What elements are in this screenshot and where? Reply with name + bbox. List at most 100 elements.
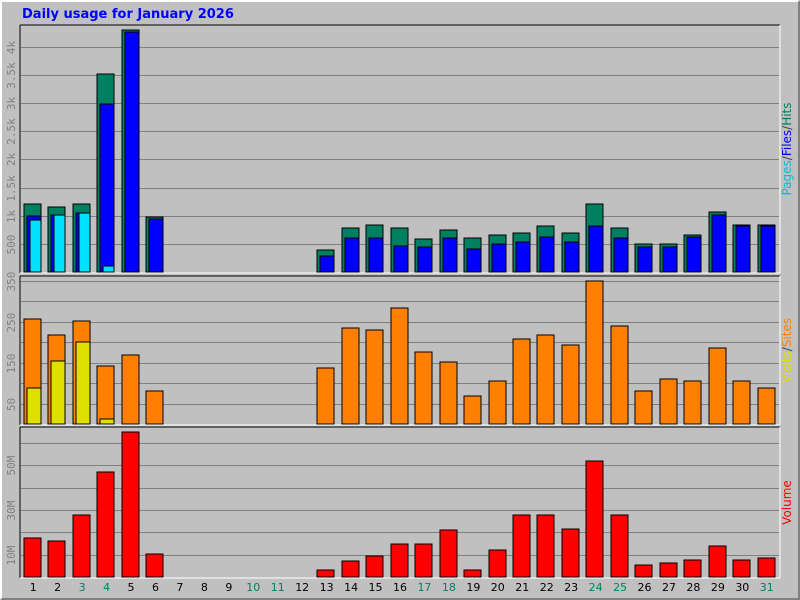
x-tick-label-day-23: 23 (564, 581, 578, 594)
bar-volume-volume-day-3 (72, 514, 91, 578)
x-tick-label-day-31: 31 (760, 581, 774, 594)
bar-visits-sites-day-18 (439, 361, 458, 425)
bar-visits-sites-day-22 (536, 334, 555, 425)
y-axis-label-part: / (780, 346, 794, 351)
bar-visits-sites-day-25 (610, 325, 629, 425)
bar-visits-sites-day-23 (561, 344, 580, 425)
bar-hits-files-day-14 (344, 237, 360, 273)
bar-visits-sites-day-17 (414, 351, 433, 425)
bar-hits-pages-day-3 (78, 212, 91, 273)
bar-hits-files-day-16 (393, 245, 409, 273)
bar-hits-files-day-28 (686, 236, 702, 273)
bar-hits-files-day-24 (588, 225, 604, 273)
bar-visits-sites-day-15 (365, 329, 384, 425)
bar-visits-sites-day-14 (341, 327, 360, 425)
bar-visits-sites-day-27 (659, 378, 678, 425)
x-tick-label-day-9: 9 (225, 581, 232, 594)
bar-volume-volume-day-19 (463, 569, 482, 578)
x-tick-label-day-20: 20 (491, 581, 505, 594)
bar-hits-files-day-23 (564, 241, 580, 273)
bar-hits-files-day-15 (368, 237, 384, 273)
y-axis-label-part: / (780, 125, 794, 130)
bar-visits-sites-day-31 (757, 387, 776, 425)
bar-hits-files-day-5 (124, 31, 140, 273)
bar-visits-visits-day-3 (75, 341, 91, 425)
bar-visits-sites-day-29 (708, 347, 727, 425)
bar-volume-volume-day-30 (732, 559, 751, 578)
y-tick-label: 10M (5, 545, 18, 565)
bar-hits-files-day-29 (711, 214, 727, 273)
x-tick-label-day-4: 4 (103, 581, 110, 594)
bar-volume-volume-day-23 (561, 528, 580, 578)
bar-visits-sites-day-24 (585, 280, 604, 425)
panel-visits: 50 150 250 350 Visits/Sites (5, 272, 794, 426)
bar-volume-volume-day-6 (145, 553, 164, 578)
bar-volume-volume-day-27 (659, 562, 678, 578)
x-tick-label-day-24: 24 (589, 581, 603, 594)
bar-volume-volume-day-29 (708, 545, 727, 578)
bar-visits-visits-day-2 (50, 360, 66, 425)
x-axis-labels: 1 2 3 4 5 6 7 8 9 10 11 12 13 14 15 16 17 18 19 20 21 22 23 24 2… (30, 581, 774, 594)
y-tick-label: 2.5k (5, 118, 18, 145)
x-tick-label-day-13: 13 (320, 581, 334, 594)
bar-visits-sites-day-13 (316, 367, 335, 425)
bar-visits-sites-day-16 (390, 307, 409, 425)
y-axis-label-hits: Pages/Files/Hits (780, 102, 794, 195)
bar-visits-visits-day-4 (99, 418, 115, 425)
chart-title: Daily usage for January 2026 (22, 7, 234, 22)
y-tick-label: 3.5k (5, 62, 18, 89)
x-tick-label-day-12: 12 (295, 581, 309, 594)
x-tick-label-day-27: 27 (662, 581, 676, 594)
y-axis-label-part: Volume (780, 480, 794, 525)
bar-visits-sites-day-4 (96, 365, 115, 425)
x-tick-label-day-19: 19 (466, 581, 480, 594)
y-tick-label: 4k (5, 41, 18, 55)
bar-hits-files-day-20 (491, 243, 507, 273)
bar-hits-files-day-13 (319, 255, 335, 273)
bar-hits-files-day-25 (613, 237, 629, 273)
bar-visits-sites-day-5 (121, 354, 140, 425)
y-axis-label-part: Visits (780, 351, 794, 383)
x-tick-label-day-8: 8 (201, 581, 208, 594)
bar-hits-files-day-21 (515, 241, 531, 273)
x-tick-label-day-22: 22 (540, 581, 554, 594)
bar-volume-volume-day-21 (512, 514, 531, 578)
bar-volume-volume-day-2 (47, 540, 66, 578)
x-tick-label-day-15: 15 (369, 581, 383, 594)
bar-volume-volume-day-13 (316, 569, 335, 578)
y-axis-label-part: Hits (780, 102, 794, 125)
y-axis-label-part: Sites (780, 318, 794, 347)
x-tick-label-day-10: 10 (246, 581, 260, 594)
x-tick-label-day-30: 30 (735, 581, 749, 594)
bar-hits-files-day-27 (662, 246, 678, 273)
bar-visits-sites-day-19 (463, 395, 482, 425)
bar-visits-visits-day-1 (26, 387, 42, 425)
bar-hits-pages-day-2 (53, 214, 66, 273)
bar-hits-files-day-17 (417, 246, 433, 273)
bar-hits-files-day-30 (735, 225, 751, 273)
bar-hits-files-day-18 (442, 237, 458, 273)
bar-visits-sites-day-30 (732, 380, 751, 425)
bar-volume-volume-day-26 (634, 564, 653, 578)
bar-volume-volume-day-22 (536, 514, 555, 578)
bar-visits-sites-day-28 (683, 380, 702, 425)
bar-volume-volume-day-17 (414, 543, 433, 578)
bar-volume-volume-day-31 (757, 557, 776, 578)
bar-hits-pages-day-1 (29, 219, 42, 273)
x-tick-label-day-3: 3 (79, 581, 86, 594)
bar-visits-sites-day-26 (634, 390, 653, 425)
bar-hits-files-day-19 (466, 248, 482, 273)
bar-hits-files-day-6 (148, 218, 164, 273)
y-tick-label: 1.5k (5, 175, 18, 202)
y-tick-label: 250 (5, 313, 18, 333)
y-tick-label: 50 (5, 398, 18, 411)
bar-volume-volume-day-25 (610, 514, 629, 578)
bar-volume-volume-day-14 (341, 560, 360, 578)
bar-volume-volume-day-24 (585, 460, 604, 578)
bar-visits-sites-day-20 (488, 380, 507, 425)
bar-hits-files-day-31 (760, 225, 776, 273)
y-tick-label: 50M (5, 455, 18, 475)
bar-volume-volume-day-15 (365, 555, 384, 578)
